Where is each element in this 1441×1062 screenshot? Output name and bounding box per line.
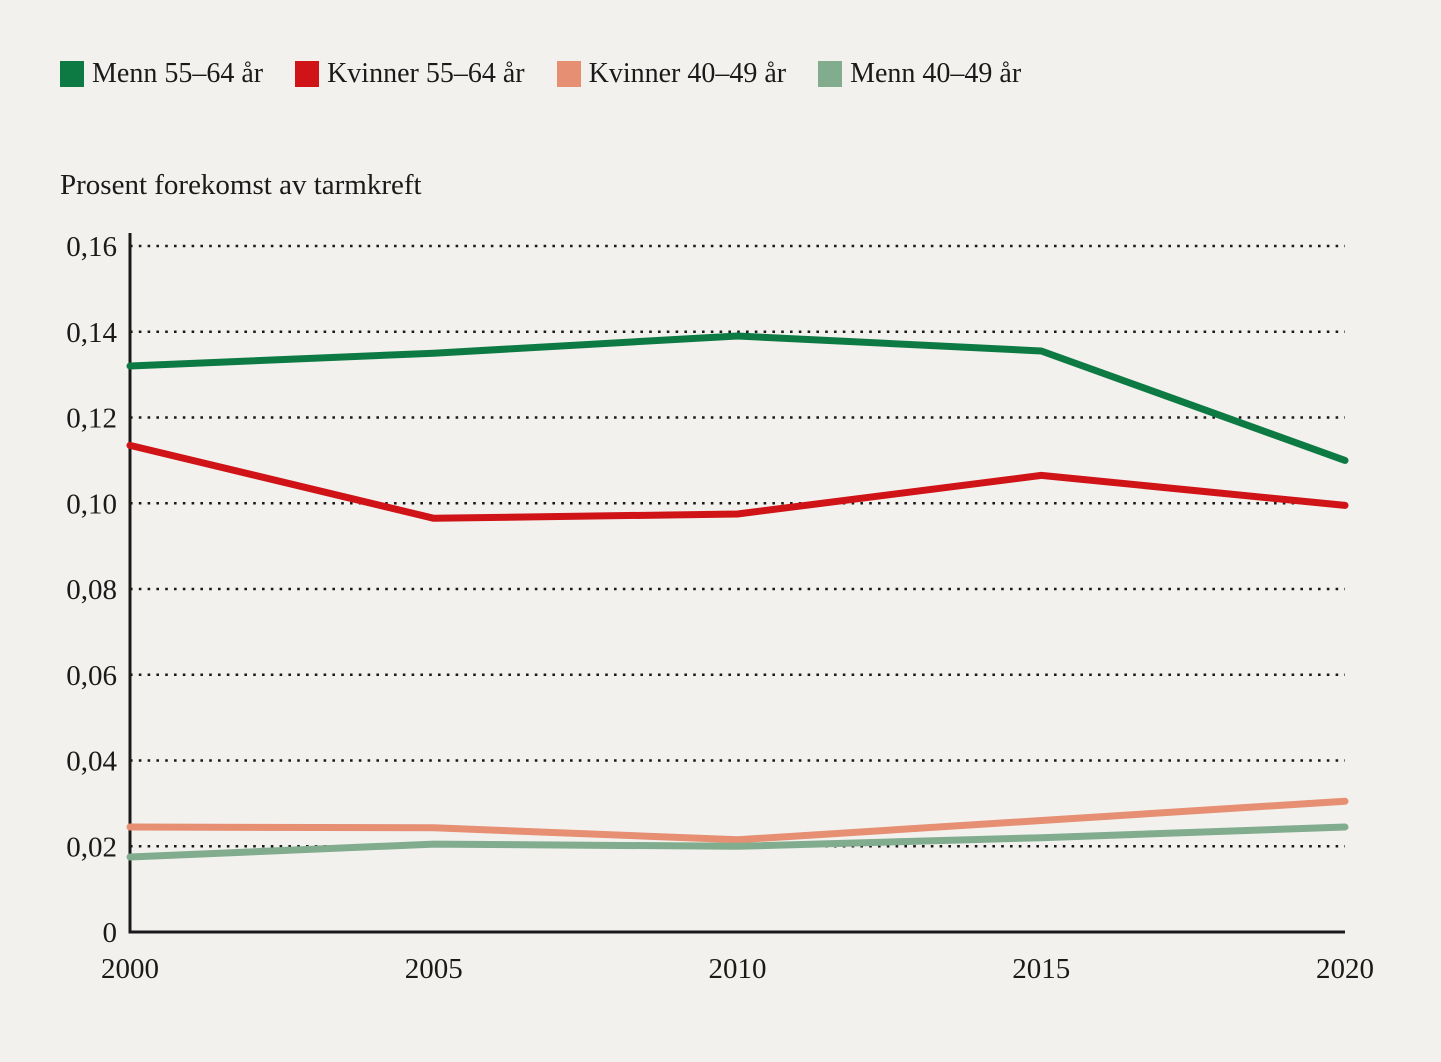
series-line bbox=[126, 332, 1349, 464]
series-line bbox=[126, 441, 1349, 522]
y-tick-label: 0,10 bbox=[66, 488, 117, 520]
legend-item: Kvinner 40–49 år bbox=[556, 58, 787, 89]
legend-label: Menn 40–49 år bbox=[850, 58, 1022, 89]
y-tick-label: 0,14 bbox=[66, 317, 117, 349]
legend-swatch-icon bbox=[818, 61, 843, 87]
y-tick-label: 0 bbox=[103, 917, 118, 949]
y-tick-label: 0,16 bbox=[66, 231, 117, 263]
legend-label: Menn 55–64 år bbox=[92, 58, 264, 89]
series-line bbox=[126, 797, 1349, 844]
y-tick-label: 0,08 bbox=[66, 574, 117, 606]
y-tick-label: 0,12 bbox=[66, 403, 117, 435]
legend-swatch-icon bbox=[295, 61, 320, 87]
legend-swatch-icon bbox=[556, 61, 581, 87]
y-tick-label: 0,02 bbox=[66, 831, 117, 863]
legend-item: Menn 40–49 år bbox=[818, 60, 1021, 88]
legend-item: Menn 55–64 år bbox=[60, 60, 263, 88]
legend-label: Kvinner 55–64 år bbox=[327, 58, 525, 89]
x-tick-label: 2000 bbox=[101, 953, 159, 985]
x-tick-label: 2010 bbox=[709, 953, 767, 985]
y-tick-label: 0,06 bbox=[66, 660, 117, 692]
y-tick-label: 0,04 bbox=[66, 746, 117, 778]
chart-legend: Menn 55–64 år Kvinner 55–64 år Kvinner 40–… bbox=[60, 60, 1021, 88]
legend-swatch-icon bbox=[60, 61, 84, 87]
x-tick-label: 2005 bbox=[405, 953, 463, 985]
legend-item: Kvinner 55–64 år bbox=[295, 60, 525, 88]
legend-label: Kvinner 40–49 år bbox=[588, 58, 787, 89]
chart-title: Prosent forekomst av tarmkreft bbox=[60, 169, 422, 201]
x-tick-label: 2020 bbox=[1316, 953, 1374, 985]
series-line bbox=[126, 823, 1349, 861]
x-tick-label: 2015 bbox=[1012, 953, 1070, 985]
